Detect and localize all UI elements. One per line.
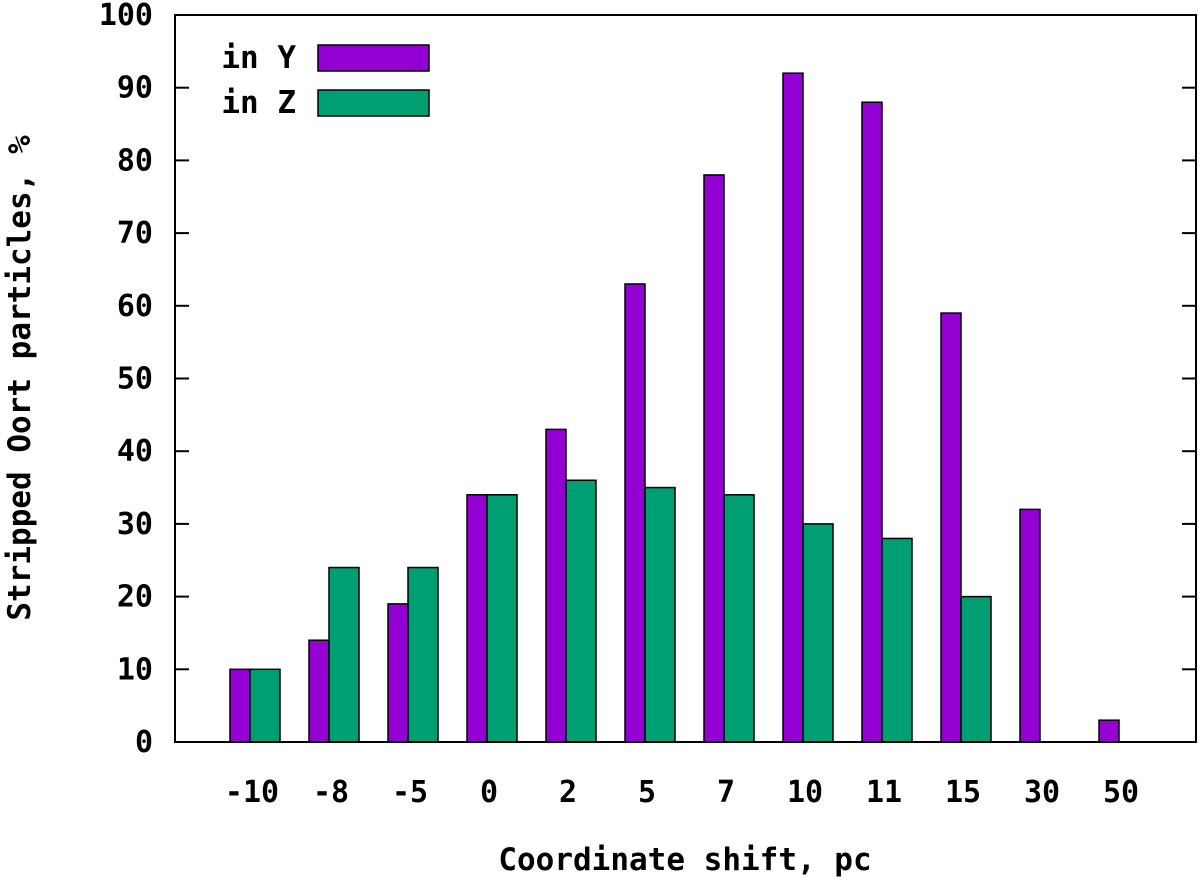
x-tick-label: -5 (392, 775, 428, 810)
bar-in-y-0 (466, 494, 488, 743)
bar-in-y-7 (703, 174, 725, 743)
bar-in-z-15 (960, 595, 992, 743)
x-axis-ticks: -10 -8 -5 0 2 5 7 10 11 15 30 50 (225, 775, 1139, 810)
bar-in-z-7 (723, 494, 755, 743)
x-tick-label: -10 (225, 775, 279, 810)
bar-in-z-5 (644, 486, 676, 743)
x-tick-label: 5 (638, 775, 656, 810)
y-tick-label: 30 (117, 507, 153, 542)
x-tick-label: 15 (945, 775, 981, 810)
plot-frame (174, 14, 1197, 743)
bars-layer (229, 72, 1120, 743)
legend-label: in Y (221, 40, 296, 76)
y-tick-label: 70 (117, 216, 153, 251)
y-tick-label: 80 (117, 143, 153, 178)
x-tick-label: -8 (313, 775, 349, 810)
y-axis-ticks: 0 10 20 30 40 50 60 70 80 90 100 (99, 0, 1196, 760)
x-tick-label: 0 (480, 775, 498, 810)
x-tick-label: 30 (1024, 775, 1060, 810)
bar-in-z-11 (881, 537, 913, 743)
x-tick-label: 10 (787, 775, 823, 810)
x-tick-label: 7 (717, 775, 735, 810)
bar-in-y--8 (308, 639, 330, 743)
legend-swatch (317, 44, 430, 72)
bar-in-y-11 (861, 101, 883, 743)
y-tick-label: 20 (117, 580, 153, 615)
legend-swatch (317, 89, 430, 117)
bar-in-z-0 (486, 494, 518, 743)
y-tick-label: 0 (135, 725, 153, 760)
y-tick-label: 100 (99, 0, 153, 33)
y-axis-label: Stripped Oort particles, % (2, 135, 38, 621)
x-tick-label: 11 (866, 775, 902, 810)
bar-in-z-2 (565, 479, 597, 743)
bar-in-y-2 (545, 428, 567, 743)
y-tick-label: 60 (117, 289, 153, 324)
y-tick-label: 40 (117, 434, 153, 469)
bar-in-y--10 (229, 668, 251, 743)
legend-label: in Z (221, 85, 296, 121)
x-tick-label: 2 (559, 775, 577, 810)
y-tick-label: 10 (117, 652, 153, 687)
bar-in-y-10 (782, 72, 804, 743)
bar-in-z--10 (249, 668, 281, 743)
y-tick-label: 90 (117, 71, 153, 106)
bar-in-y-15 (940, 312, 962, 743)
bar-in-y-5 (624, 283, 646, 743)
x-tick-label: 50 (1103, 775, 1139, 810)
x-axis-label: Coordinate shift, pc (498, 842, 871, 878)
bar-in-y--5 (387, 603, 409, 743)
bar-in-z--8 (328, 566, 360, 743)
legend: in Y in Z (221, 40, 430, 121)
y-tick-label: 50 (117, 362, 153, 397)
bar-in-z-10 (802, 523, 834, 743)
bar-in-y-30 (1019, 508, 1041, 743)
bar-in-y-50 (1098, 719, 1120, 743)
bar-in-z--5 (407, 566, 439, 743)
